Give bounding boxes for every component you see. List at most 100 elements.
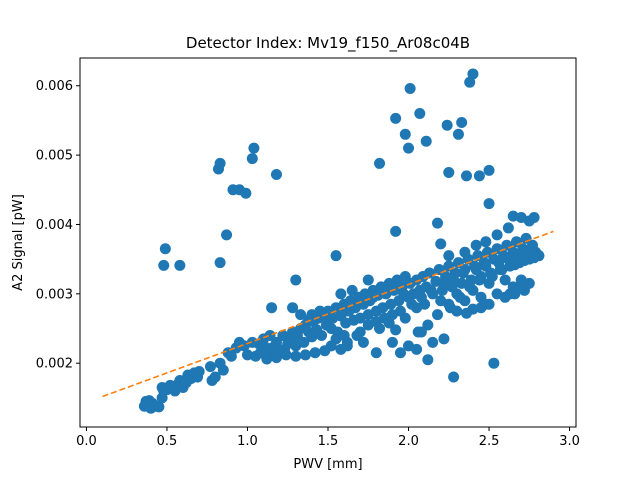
data-point — [470, 264, 482, 276]
data-point — [290, 274, 302, 286]
data-point — [441, 119, 453, 131]
data-point — [481, 246, 493, 258]
x-axis: 0.0 0.5 1.0 1.5 2.0 2.5 3.0 — [76, 427, 580, 449]
data-point — [390, 112, 402, 124]
data-point — [470, 239, 482, 251]
data-point — [456, 117, 468, 129]
data-point — [270, 169, 282, 181]
data-point — [225, 350, 237, 362]
data-point — [422, 354, 434, 366]
data-point — [452, 128, 464, 140]
data-point — [528, 252, 540, 264]
data-point — [374, 323, 386, 335]
data-point — [403, 142, 415, 154]
data-point — [528, 212, 540, 224]
data-point — [158, 259, 170, 271]
data-point — [221, 229, 233, 241]
data-point — [486, 270, 498, 282]
data-point — [472, 250, 484, 262]
data-point — [438, 277, 450, 289]
fit-line-layer — [102, 230, 554, 398]
x-tick-label: 0.5 — [157, 434, 178, 449]
data-point — [480, 298, 492, 310]
data-point — [261, 353, 273, 365]
data-point — [357, 295, 369, 307]
data-point — [483, 164, 495, 176]
data-point — [346, 298, 358, 310]
data-point — [467, 68, 479, 80]
x-tick-label: 0.0 — [76, 434, 97, 449]
data-point — [270, 336, 282, 348]
data-point — [394, 347, 406, 359]
data-point — [480, 236, 492, 248]
data-point — [309, 347, 321, 359]
data-point — [248, 142, 260, 154]
x-tick-label: 1.5 — [318, 434, 339, 449]
data-point — [518, 255, 530, 267]
data-point — [330, 250, 342, 262]
data-point — [435, 238, 447, 250]
data-point — [335, 288, 347, 300]
data-point — [460, 170, 472, 182]
data-point — [290, 350, 302, 362]
data-point — [448, 274, 460, 286]
data-point — [266, 302, 278, 314]
data-point — [153, 401, 165, 413]
data-point — [298, 336, 310, 348]
y-tick-label: 0.003 — [36, 287, 73, 302]
fit-line — [102, 230, 554, 398]
y-tick-label: 0.005 — [36, 149, 73, 164]
data-point — [415, 291, 427, 303]
data-point — [448, 371, 460, 383]
data-point — [357, 336, 369, 348]
data-point — [473, 170, 485, 182]
x-tick-label: 1.0 — [237, 434, 258, 449]
data-point — [295, 309, 307, 321]
data-point — [443, 298, 455, 310]
data-point — [420, 135, 432, 147]
data-point — [457, 267, 469, 279]
data-point — [383, 317, 395, 329]
data-point — [432, 309, 444, 321]
data-point — [411, 343, 423, 355]
data-point — [214, 157, 226, 169]
data-point — [378, 284, 390, 296]
data-point — [491, 243, 503, 255]
y-axis: 0.002 0.003 0.004 0.005 0.006 — [36, 79, 80, 372]
y-axis-label: A2 Signal [pW] — [11, 194, 26, 291]
data-point — [335, 305, 347, 317]
data-point — [454, 291, 466, 303]
data-point — [443, 166, 455, 178]
data-point — [464, 281, 476, 293]
data-point — [488, 357, 500, 369]
data-point — [214, 257, 226, 269]
data-point — [480, 260, 492, 272]
data-point — [464, 76, 476, 88]
data-point — [316, 329, 328, 341]
data-point — [374, 157, 386, 169]
data-point — [425, 284, 437, 296]
data-point — [414, 107, 426, 119]
data-point — [473, 274, 485, 286]
data-point — [460, 307, 472, 319]
y-tick-label: 0.004 — [36, 218, 73, 233]
data-point — [427, 336, 439, 348]
data-point — [209, 371, 221, 383]
data-point — [491, 229, 503, 241]
data-point — [264, 329, 276, 341]
data-point — [390, 324, 402, 336]
data-point — [217, 364, 229, 376]
x-tick-label: 2.5 — [479, 434, 500, 449]
data-point — [319, 345, 331, 357]
data-point — [351, 329, 363, 341]
chart-title: Detector Index: Mv19_f150_Ar08c04B — [186, 34, 470, 53]
data-point — [432, 217, 444, 229]
data-point — [193, 366, 205, 378]
x-tick-label: 3.0 — [559, 434, 580, 449]
data-point — [504, 288, 516, 300]
data-point — [459, 246, 471, 258]
data-point — [299, 349, 311, 361]
data-point — [174, 259, 186, 271]
